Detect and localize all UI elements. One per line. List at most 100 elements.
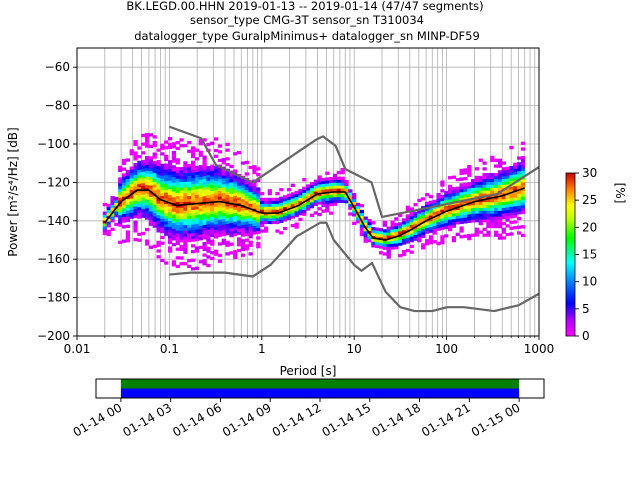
heatmap-cell bbox=[121, 187, 127, 191]
heatmap-cell bbox=[225, 142, 230, 147]
heatmap-cell bbox=[217, 207, 223, 212]
heatmap-cell bbox=[125, 181, 131, 185]
heatmap-cell bbox=[187, 235, 192, 240]
heatmap-cell bbox=[210, 199, 215, 203]
heatmap-cell bbox=[260, 217, 265, 222]
heatmap-cell bbox=[352, 213, 357, 217]
heatmap-cell bbox=[194, 180, 200, 184]
heatmap-cell bbox=[229, 242, 234, 246]
heatmap-cell bbox=[141, 180, 146, 184]
heatmap-cell bbox=[367, 227, 372, 231]
heatmap-cell bbox=[225, 188, 230, 193]
heatmap-cell bbox=[478, 184, 483, 188]
heatmap-cell bbox=[210, 213, 215, 217]
heatmap-cell bbox=[382, 232, 388, 236]
heatmap-cell bbox=[133, 139, 138, 144]
heatmap-cell bbox=[386, 252, 391, 256]
heatmap-cell bbox=[336, 188, 341, 192]
psd-plot: 0.01 0.1 1 10 100 1000 −60−80−100−120−140−160… bbox=[6, 47, 554, 378]
heatmap-cell bbox=[202, 172, 207, 177]
heatmap-cell bbox=[210, 239, 215, 243]
heatmap-cell bbox=[194, 183, 200, 187]
heatmap-cell bbox=[501, 178, 506, 182]
heatmap-cell bbox=[125, 169, 131, 174]
heatmap-cell bbox=[171, 182, 177, 186]
heatmap-cell bbox=[451, 221, 457, 225]
heatmap-cell bbox=[447, 222, 453, 226]
heatmap-cell bbox=[160, 224, 165, 228]
heatmap-cell bbox=[470, 207, 476, 211]
heatmap-cell bbox=[470, 213, 476, 217]
heatmap-cell bbox=[424, 204, 430, 208]
heatmap-cell bbox=[114, 214, 119, 218]
heatmap-cell bbox=[202, 244, 207, 249]
heatmap-cell bbox=[118, 240, 123, 244]
heatmap-cell bbox=[152, 184, 157, 188]
heatmap-cell bbox=[190, 267, 196, 271]
heatmap-cell bbox=[378, 236, 384, 241]
heatmap-cell bbox=[144, 144, 150, 148]
heatmap-cell bbox=[478, 193, 483, 197]
heatmap-cell bbox=[167, 171, 173, 175]
heatmap-cell bbox=[501, 198, 506, 203]
heatmap-cell bbox=[137, 146, 142, 150]
heatmap-cell bbox=[444, 193, 449, 198]
heatmap-cell bbox=[520, 184, 526, 189]
heatmap-cell bbox=[202, 190, 207, 194]
heatmap-cell bbox=[263, 215, 269, 219]
heatmap-cell bbox=[517, 185, 522, 189]
heatmap-cell bbox=[440, 189, 445, 193]
heatmap-cell bbox=[321, 183, 326, 187]
heatmap-cell bbox=[190, 195, 196, 199]
heatmap-cell bbox=[217, 184, 223, 188]
heatmap-cell bbox=[118, 183, 123, 187]
heatmap-cell bbox=[156, 168, 161, 172]
heatmap-cell bbox=[206, 212, 211, 216]
heatmap-cell bbox=[144, 132, 150, 137]
heatmap-cell bbox=[263, 220, 269, 225]
heatmap-cell bbox=[424, 227, 430, 231]
heatmap-cell bbox=[340, 170, 345, 175]
heatmap-cell bbox=[133, 226, 138, 230]
heatmap-cell bbox=[302, 206, 307, 211]
heatmap-cell bbox=[463, 191, 468, 195]
heatmap-cell bbox=[217, 170, 223, 174]
heatmap-cell bbox=[447, 225, 453, 229]
heatmap-cell bbox=[125, 184, 131, 188]
heatmap-cell bbox=[275, 220, 280, 225]
heatmap-cell bbox=[486, 204, 491, 208]
heatmap-cell bbox=[497, 176, 503, 180]
heatmap-cell bbox=[183, 161, 188, 165]
heatmap-cell bbox=[240, 216, 246, 220]
heatmap-cell bbox=[329, 211, 334, 215]
heatmap-cell bbox=[175, 198, 180, 202]
heatmap-cell bbox=[520, 181, 526, 186]
heatmap-cell bbox=[152, 172, 157, 176]
heatmap-cell bbox=[198, 185, 203, 189]
heatmap-cell bbox=[494, 158, 499, 162]
heatmap-cell bbox=[440, 209, 445, 213]
heatmap-cell bbox=[440, 183, 445, 187]
heatmap-cell bbox=[183, 216, 188, 220]
heatmap-cell bbox=[213, 194, 219, 199]
heatmap-cell bbox=[497, 219, 503, 223]
heatmap-cell bbox=[133, 151, 138, 155]
heatmap-cell bbox=[313, 185, 318, 189]
heatmap-cell bbox=[156, 194, 161, 198]
heatmap-cell bbox=[194, 220, 200, 224]
heatmap-cell bbox=[444, 196, 449, 201]
heatmap-cell bbox=[455, 209, 460, 213]
heatmap-cell bbox=[237, 248, 242, 253]
heatmap-cell bbox=[129, 195, 134, 199]
heatmap-cell bbox=[152, 218, 157, 223]
heatmap-cell bbox=[286, 187, 292, 192]
heatmap-cell bbox=[279, 231, 284, 235]
heatmap-cell bbox=[237, 220, 242, 224]
y-tick-label: −160 bbox=[37, 252, 70, 266]
heatmap-cell bbox=[217, 202, 223, 206]
heatmap-cell bbox=[286, 213, 292, 218]
heatmap-cell bbox=[401, 224, 407, 228]
heatmap-cell bbox=[267, 217, 272, 222]
heatmap-cell bbox=[137, 186, 142, 190]
heatmap-cell bbox=[482, 184, 487, 188]
